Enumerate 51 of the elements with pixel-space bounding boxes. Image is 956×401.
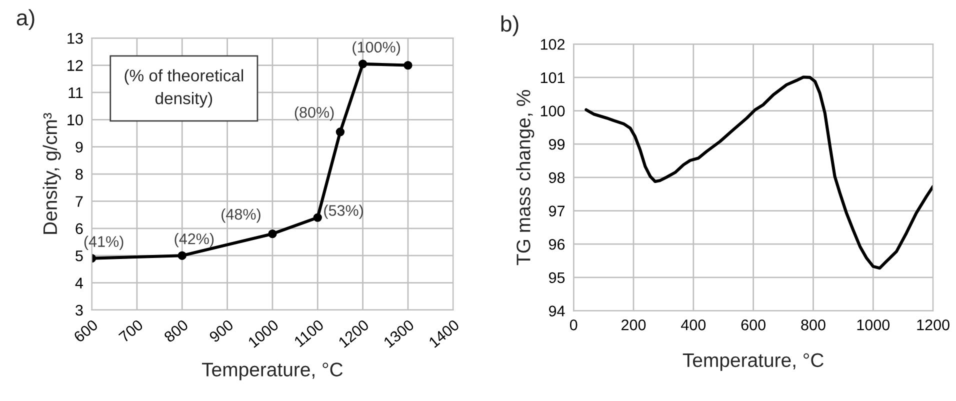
x-tick-label: 0	[570, 320, 578, 330]
x-axis-title: Temperature, °C	[202, 362, 343, 380]
y-tick-label: 99	[548, 138, 565, 150]
y-tick-label: 6	[76, 223, 83, 234]
y-tick-label: 96	[548, 238, 565, 250]
y-tick-label: 8	[76, 168, 83, 180]
y-tick-label: 10	[68, 114, 83, 126]
x-tick-label: 800	[163, 319, 189, 343]
x-tick-label: 400	[681, 320, 706, 330]
point	[268, 230, 277, 238]
y-tick-label: 102	[540, 38, 564, 50]
x-tick-label: 700	[118, 319, 144, 343]
y-tick-label: 7	[76, 196, 83, 207]
x-tick-label: 1000	[857, 320, 890, 330]
y-tick-label: 9	[76, 142, 83, 153]
y-tick-label: 3	[76, 304, 83, 316]
x-tick-label: 600	[741, 320, 766, 330]
x-tick-label: 200	[622, 320, 646, 330]
y-tick-label: 98	[548, 172, 565, 184]
line-series	[584, 76, 934, 270]
annotation: (42%)	[174, 233, 214, 248]
y-tick-label: 101	[540, 72, 565, 84]
annotation: (% of theoretical density)	[124, 69, 244, 108]
annotation: (100%)	[352, 41, 400, 56]
annotation: (53%)	[324, 204, 363, 219]
point	[313, 213, 322, 222]
y-tick-label: 100	[540, 106, 565, 116]
chart-title: b)	[501, 15, 518, 36]
y-tick-label: 5	[76, 250, 83, 262]
chart-title: a)	[16, 9, 34, 30]
x-axis-title: Temperature, °C	[682, 353, 824, 371]
y-tick-label: 95	[548, 272, 565, 284]
y-tick-label: 4	[75, 278, 83, 288]
y-tick-label: 94	[548, 306, 565, 316]
point	[178, 251, 186, 260]
y-tick-label: 13	[68, 32, 83, 44]
y-axis-title: TG mass change, %	[516, 90, 534, 266]
y-axis-title: Density, g/cm³	[42, 113, 61, 234]
annotation: (48%)	[222, 208, 260, 223]
point	[358, 60, 368, 68]
x-tick-label: 1200	[917, 320, 950, 330]
point	[336, 128, 345, 136]
x-tick-label: 600	[73, 319, 99, 343]
y-tick-label: 12	[68, 60, 83, 71]
annotation: (80%)	[294, 106, 334, 121]
y-tick-label: 97	[548, 206, 564, 216]
x-tick-label: 900	[208, 319, 234, 343]
annotation: (41%)	[84, 236, 124, 250]
y-tick-label: 11	[68, 87, 83, 98]
x-tick-label: 800	[801, 320, 826, 330]
point	[404, 60, 412, 70]
